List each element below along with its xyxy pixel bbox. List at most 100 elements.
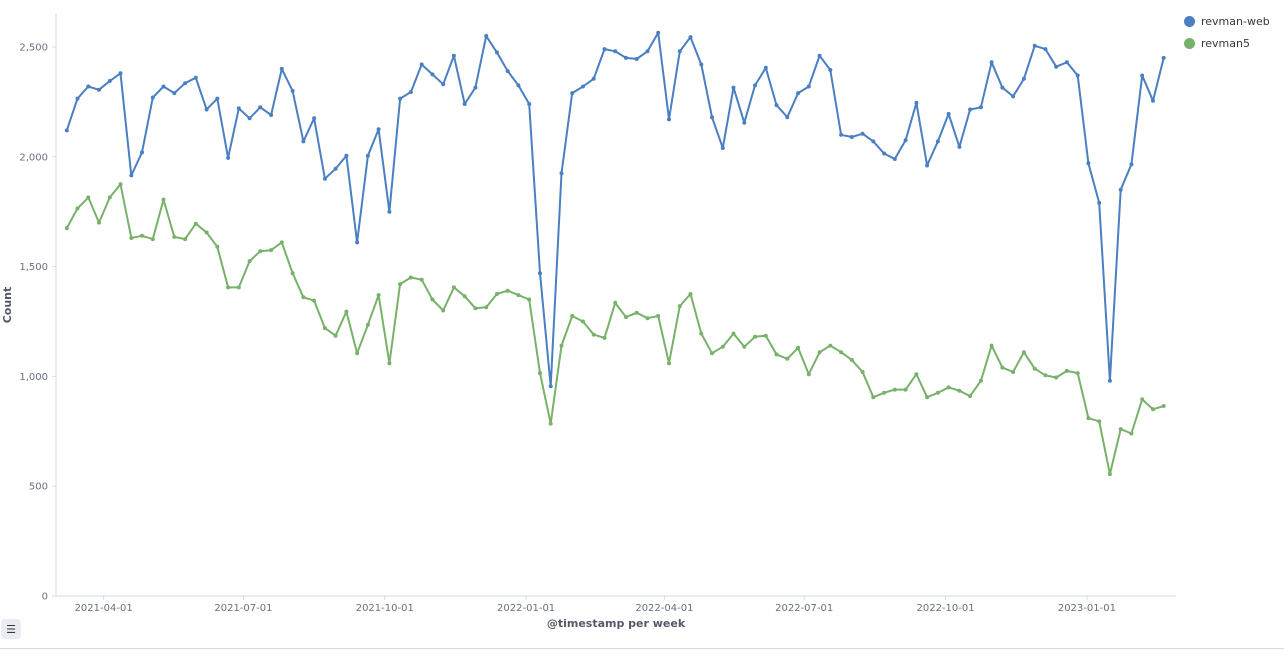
- data-point[interactable]: [699, 331, 704, 336]
- data-point[interactable]: [763, 65, 768, 70]
- data-point[interactable]: [140, 233, 144, 238]
- data-point[interactable]: [1075, 371, 1080, 376]
- data-point[interactable]: [935, 139, 940, 144]
- data-point[interactable]: [903, 387, 908, 392]
- data-point[interactable]: [258, 249, 263, 254]
- data-point[interactable]: [430, 297, 435, 302]
- data-point[interactable]: [946, 111, 951, 116]
- data-point[interactable]: [516, 293, 521, 298]
- data-point[interactable]: [1097, 200, 1102, 205]
- data-point[interactable]: [301, 139, 306, 144]
- data-point[interactable]: [903, 138, 908, 143]
- data-point[interactable]: [1064, 60, 1069, 65]
- data-point[interactable]: [494, 292, 499, 296]
- data-point[interactable]: [1054, 64, 1059, 69]
- data-point[interactable]: [64, 226, 69, 231]
- data-point[interactable]: [892, 157, 897, 161]
- data-point[interactable]: [236, 106, 241, 111]
- data-point[interactable]: [581, 319, 585, 324]
- legend-item-revman5[interactable]: revman5: [1184, 32, 1270, 54]
- data-point[interactable]: [183, 81, 188, 86]
- data-point[interactable]: [398, 282, 403, 287]
- data-point[interactable]: [301, 295, 306, 300]
- data-point[interactable]: [634, 310, 639, 315]
- data-point[interactable]: [64, 128, 69, 133]
- data-point[interactable]: [247, 259, 252, 264]
- data-point[interactable]: [527, 102, 532, 106]
- data-point[interactable]: [204, 230, 209, 235]
- data-point[interactable]: [484, 305, 489, 310]
- data-point[interactable]: [1151, 407, 1155, 412]
- data-point[interactable]: [925, 163, 930, 168]
- data-point[interactable]: [731, 85, 736, 90]
- data-point[interactable]: [871, 395, 876, 400]
- data-point[interactable]: [376, 127, 381, 132]
- data-point[interactable]: [731, 331, 736, 336]
- data-point[interactable]: [333, 333, 338, 338]
- data-point[interactable]: [828, 343, 833, 348]
- data-point[interactable]: [892, 387, 897, 392]
- data-point[interactable]: [925, 395, 930, 400]
- data-point[interactable]: [279, 66, 284, 71]
- data-point[interactable]: [505, 288, 510, 293]
- data-point[interactable]: [473, 306, 478, 311]
- data-point[interactable]: [817, 350, 822, 355]
- data-point[interactable]: [796, 91, 801, 96]
- data-point[interactable]: [720, 344, 725, 349]
- data-point[interactable]: [1140, 73, 1145, 78]
- data-point[interactable]: [1000, 365, 1005, 370]
- data-point[interactable]: [419, 277, 424, 282]
- data-point[interactable]: [193, 75, 198, 80]
- data-point[interactable]: [1118, 427, 1123, 432]
- data-point[interactable]: [1086, 416, 1091, 421]
- data-point[interactable]: [602, 335, 607, 340]
- data-point[interactable]: [312, 116, 317, 121]
- data-point[interactable]: [710, 351, 714, 356]
- data-point[interactable]: [581, 84, 585, 89]
- data-point[interactable]: [247, 116, 252, 121]
- data-point[interactable]: [978, 378, 983, 383]
- data-point[interactable]: [355, 240, 360, 245]
- data-point[interactable]: [398, 96, 403, 101]
- data-point[interactable]: [978, 105, 983, 110]
- data-point[interactable]: [753, 334, 757, 339]
- legend-toggle-button[interactable]: ☰: [1, 619, 21, 639]
- data-point[interactable]: [226, 285, 231, 290]
- data-point[interactable]: [538, 371, 542, 376]
- data-point[interactable]: [107, 79, 112, 83]
- data-point[interactable]: [591, 332, 596, 337]
- data-point[interactable]: [860, 131, 865, 136]
- data-point[interactable]: [720, 146, 725, 150]
- data-point[interactable]: [645, 316, 650, 321]
- data-point[interactable]: [946, 385, 951, 390]
- data-point[interactable]: [989, 343, 994, 348]
- data-point[interactable]: [462, 294, 467, 299]
- data-point[interactable]: [548, 384, 553, 389]
- data-point[interactable]: [1011, 370, 1016, 374]
- data-point[interactable]: [322, 176, 327, 181]
- data-point[interactable]: [441, 308, 446, 313]
- data-point[interactable]: [613, 300, 618, 305]
- data-point[interactable]: [1032, 43, 1037, 48]
- data-point[interactable]: [968, 107, 973, 112]
- data-point[interactable]: [290, 271, 295, 276]
- legend-item-revman-web[interactable]: revman-web: [1184, 10, 1270, 32]
- data-point[interactable]: [505, 69, 510, 74]
- data-point[interactable]: [1107, 378, 1112, 383]
- data-point[interactable]: [226, 155, 231, 160]
- data-point[interactable]: [763, 333, 768, 338]
- data-point[interactable]: [1118, 187, 1123, 192]
- data-point[interactable]: [688, 292, 693, 296]
- data-point[interactable]: [183, 237, 188, 242]
- data-point[interactable]: [806, 372, 811, 377]
- data-point[interactable]: [1021, 76, 1026, 81]
- data-point[interactable]: [430, 72, 435, 77]
- data-point[interactable]: [538, 271, 542, 276]
- data-point[interactable]: [914, 100, 919, 105]
- data-point[interactable]: [559, 171, 564, 176]
- data-point[interactable]: [839, 132, 844, 137]
- data-point[interactable]: [548, 421, 553, 426]
- data-point[interactable]: [387, 209, 392, 214]
- data-point[interactable]: [1129, 431, 1134, 436]
- data-point[interactable]: [290, 88, 295, 93]
